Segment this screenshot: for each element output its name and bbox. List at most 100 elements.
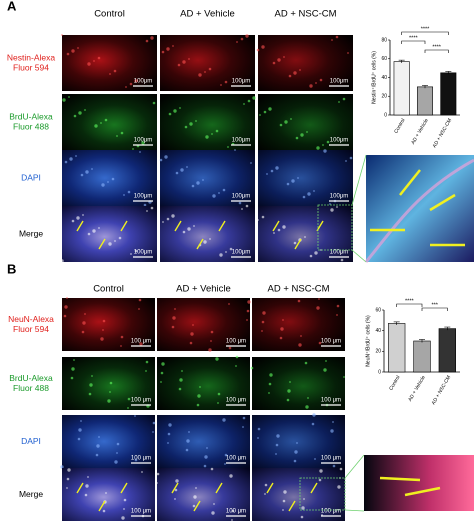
cell [234,149,236,151]
scale-bar-label: 100μm [134,79,152,85]
cell [210,330,214,334]
cell [71,49,75,53]
cell [228,303,230,305]
cell [116,452,118,454]
cell [297,177,299,179]
cell [134,415,136,417]
x-tick-label: Control [388,375,401,392]
y-axis-label: Nestin⁺/BrdU⁺ cells (%) [371,51,377,104]
scale-bar-label: 100 μm [131,509,151,515]
cell [303,498,305,500]
cell [84,493,88,497]
cell [114,460,118,464]
cell [168,112,172,116]
scale-bar-label: 100μm [134,138,152,144]
cell [261,320,265,324]
cell [336,304,340,308]
cell [336,314,338,316]
cell [275,166,279,170]
cell [306,131,308,133]
cell [113,69,117,73]
cell [162,221,164,223]
cell [229,474,233,478]
micrograph-signal [160,206,255,262]
cell [91,168,93,170]
scale-bar-label: 100μm [232,79,250,85]
cell [229,247,233,251]
cell [82,321,86,325]
arrow [171,482,179,494]
cell [81,330,85,334]
cell [282,225,286,229]
cell [166,47,170,51]
cell [203,240,207,244]
cell [202,179,204,181]
row-label: Merge [19,489,43,499]
cell [196,403,200,407]
cell [139,342,143,346]
cell [80,420,82,422]
micrograph-signal [157,357,250,410]
cell [293,71,297,75]
row-label: NeuN-Alexa [8,314,54,324]
cell [97,56,101,60]
cell [224,453,228,457]
cell [204,71,206,73]
x-tick-label: AD + NSC-CM [432,118,454,149]
row-label: Nestin-Alexa [7,52,55,62]
scale-bar-label: 100 μm [321,509,341,515]
y-tick-label: 20 [375,349,381,355]
cell [287,389,291,393]
cell [127,190,131,194]
cell [125,86,127,88]
scale-bar-label: 100 μm [226,456,246,462]
cell [342,97,346,101]
cell [279,336,283,340]
cell [181,370,183,372]
arrow [76,482,84,494]
y-tick-label: 20 [381,94,387,100]
cell [109,391,111,393]
cell [275,443,279,447]
arrow [266,482,274,494]
cell [206,447,208,449]
cell [247,99,251,103]
cell [179,378,183,382]
cell [332,421,334,423]
significance-label: **** [405,298,414,304]
cell [166,217,170,221]
scale-bar-label: 100μm [134,250,152,256]
cell [261,215,265,219]
cell [172,45,174,47]
cell [331,39,333,41]
cell [129,82,133,86]
cell [222,188,226,192]
scale-bar-label: 100 μm [131,398,151,404]
cell [94,124,98,128]
scale-bar-label: 100μm [330,194,348,200]
arrow [215,482,223,494]
cell [282,499,286,503]
cell [195,487,197,489]
scale-bar-label: 100μm [232,138,250,144]
bar [416,86,433,116]
cell [316,306,320,310]
cell [159,158,163,162]
cell [208,67,212,71]
cell [77,437,81,441]
micrograph-signal [258,206,353,262]
cell [100,337,104,341]
cell [337,485,341,489]
row-label: BrdU-Alexa [9,373,53,383]
cell [208,348,212,352]
cell [167,432,171,436]
cell [123,194,125,196]
micrograph-signal [252,298,345,351]
cell [145,39,149,43]
cell [225,251,227,253]
cell [220,84,222,86]
cell [156,482,158,484]
cell [282,319,284,321]
cell [330,429,334,433]
